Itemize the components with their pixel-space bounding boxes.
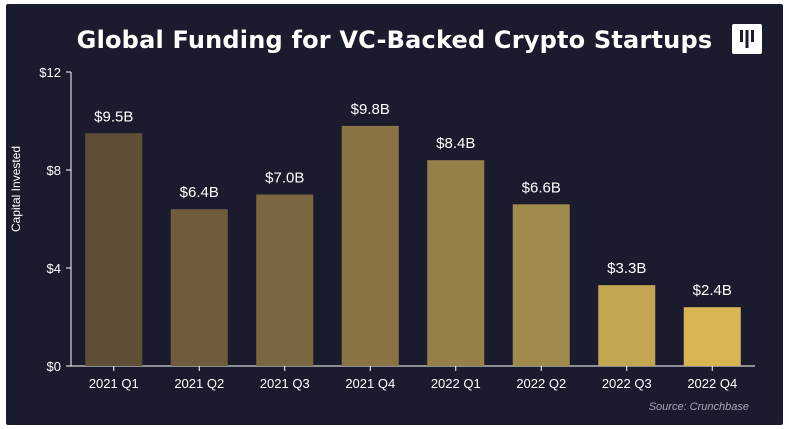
x-tick-label: 2021 Q3 bbox=[260, 376, 310, 391]
bar-value-label: $2.4B bbox=[693, 282, 732, 299]
x-tick-label: 2022 Q2 bbox=[516, 376, 566, 391]
bar-value-label: $3.3B bbox=[607, 260, 646, 277]
source-note: Source: Crunchbase bbox=[648, 401, 749, 413]
chart-title: Global Funding for VC-Backed Crypto Star… bbox=[76, 26, 713, 54]
bar bbox=[85, 133, 143, 366]
bar bbox=[256, 194, 314, 366]
bar-value-label: $6.4B bbox=[180, 184, 219, 201]
bar-value-label: $8.4B bbox=[436, 135, 475, 152]
logo-icon bbox=[732, 24, 762, 54]
bar bbox=[598, 285, 656, 366]
bar bbox=[170, 209, 228, 366]
bar bbox=[341, 125, 399, 367]
bar-value-label: $7.0B bbox=[265, 170, 304, 187]
bar-value-label: $9.8B bbox=[351, 101, 390, 118]
x-tick-label: 2021 Q4 bbox=[345, 376, 395, 391]
x-tick-label: 2022 Q1 bbox=[431, 376, 481, 391]
bar bbox=[683, 307, 741, 366]
bar bbox=[512, 204, 570, 366]
bar bbox=[427, 160, 485, 366]
x-tick-label: 2022 Q4 bbox=[687, 376, 737, 391]
y-tick-label: $0 bbox=[47, 359, 61, 374]
x-tick-label: 2021 Q2 bbox=[174, 376, 224, 391]
x-tick-label: 2022 Q3 bbox=[602, 376, 652, 391]
y-tick-label: $4 bbox=[47, 261, 61, 276]
y-tick-label: $12 bbox=[39, 65, 61, 80]
bar-value-label: $9.5B bbox=[94, 108, 133, 125]
y-tick-label: $8 bbox=[47, 163, 61, 178]
bar-value-label: $6.6B bbox=[522, 179, 561, 196]
x-tick-label: 2021 Q1 bbox=[89, 376, 139, 391]
